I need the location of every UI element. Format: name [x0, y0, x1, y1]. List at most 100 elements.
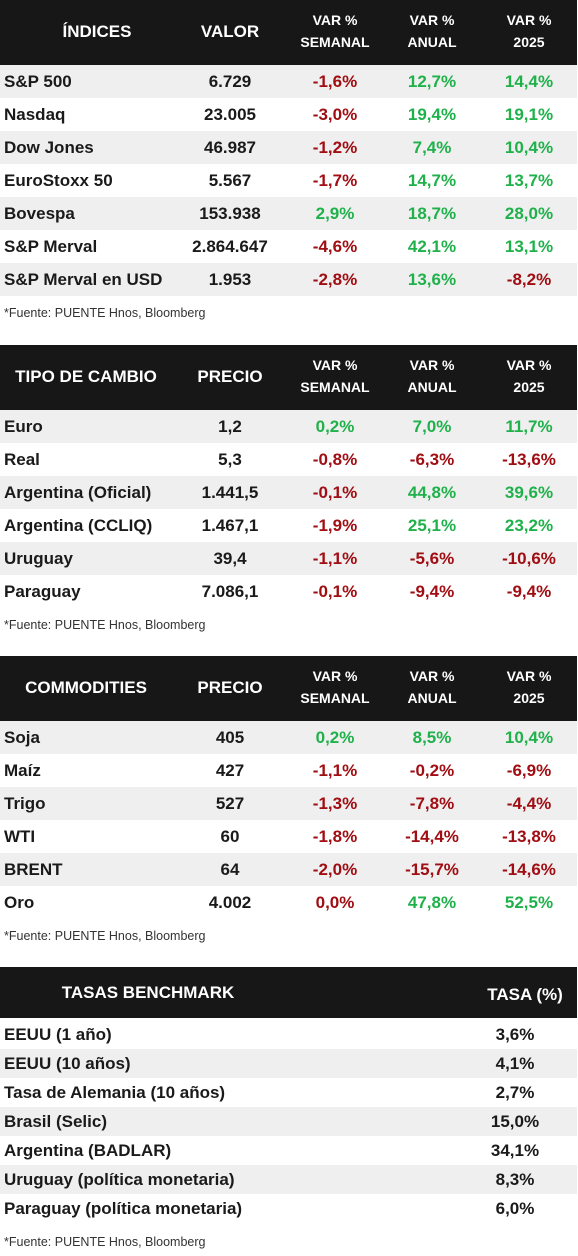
table-row: Oro 4.002 0,0% 47,8% 52,5%: [0, 886, 577, 919]
commodities-section: COMMODITIES PRECIO VAR % SEMANAL VAR % ANU…: [0, 656, 578, 949]
row-var-anual: 47,8%: [407, 893, 457, 912]
table-row: Soja 405 0,2% 8,5% 10,4%: [0, 721, 577, 754]
table-row: S&P Merval 2.864.647 -4,6% 42,1% 13,1%: [0, 230, 577, 263]
row-name: Oro: [4, 893, 35, 912]
row-var-anual: 13,6%: [407, 270, 457, 289]
header-semanal-label: SEMANAL: [300, 34, 370, 50]
row-var-anual: 19,4%: [407, 105, 457, 124]
row-var-2025: -9,4%: [506, 582, 552, 601]
row-name: BRENT: [4, 860, 63, 879]
row-name: Paraguay (política monetaria): [4, 1199, 243, 1218]
row-var-semanal: -1,1%: [312, 549, 358, 568]
row-name: Argentina (CCLIQ): [4, 516, 153, 535]
row-name: Real: [4, 450, 40, 469]
header-var-2025: VAR % 2025: [484, 665, 574, 709]
header-tasa: TASA (%): [487, 985, 563, 1004]
row-var-anual: -14,4%: [405, 827, 459, 846]
indices-section: ÍNDICES VALOR VAR % SEMANAL VAR % ANUAL VA…: [0, 0, 578, 326]
header-var-label: VAR %: [506, 357, 552, 373]
table-row: S&P 500 6.729 -1,6% 12,7% 14,4%: [0, 65, 577, 98]
source-note: *Fuente: PUENTE Hnos, Bloomberg: [4, 306, 206, 320]
row-var-anual: 12,7%: [407, 72, 457, 91]
header-precio: PRECIO: [197, 678, 263, 697]
row-var-2025: 23,2%: [504, 516, 554, 535]
header-var-label: VAR %: [506, 12, 552, 28]
row-var-semanal: -1,8%: [312, 827, 358, 846]
row-name: EuroStoxx 50: [4, 171, 113, 190]
row-name: Argentina (BADLAR): [4, 1141, 172, 1160]
header-var-label: VAR %: [409, 12, 455, 28]
row-var-2025: -6,9%: [506, 761, 552, 780]
row-rate: 4,1%: [495, 1054, 535, 1073]
row-var-anual: 18,7%: [407, 204, 457, 223]
table-row: Dow Jones 46.987 -1,2% 7,4% 10,4%: [0, 131, 577, 164]
header-var-label: VAR %: [312, 668, 358, 684]
row-var-2025: 10,4%: [504, 728, 554, 747]
header-var-2025: VAR % 2025: [484, 354, 574, 398]
row-name: Trigo: [4, 794, 46, 813]
table-row: Uruguay (política monetaria) 8,3%: [0, 1165, 577, 1194]
row-value: 405: [215, 728, 245, 747]
table-row: Maíz 427 -1,1% -0,2% -6,9%: [0, 754, 577, 787]
row-var-2025: -8,2%: [506, 270, 552, 289]
row-value: 153.938: [199, 204, 261, 223]
row-name: Euro: [4, 417, 43, 436]
table-row: Paraguay (política monetaria) 6,0%: [0, 1194, 577, 1223]
header-semanal-label: SEMANAL: [300, 379, 370, 395]
row-name: S&P Merval en USD: [4, 270, 163, 289]
row-var-semanal: 0,2%: [315, 417, 355, 436]
row-var-2025: -13,8%: [502, 827, 556, 846]
source-note: *Fuente: PUENTE Hnos, Bloomberg: [4, 618, 206, 632]
table-row: S&P Merval en USD 1.953 -2,8% 13,6% -8,2%: [0, 263, 577, 296]
row-var-anual: -9,4%: [409, 582, 455, 601]
row-var-anual: -5,6%: [409, 549, 455, 568]
row-var-2025: -10,6%: [502, 549, 556, 568]
table-row: Uruguay 39,4 -1,1% -5,6% -10,6%: [0, 542, 577, 575]
header-indices: ÍNDICES: [62, 22, 132, 41]
row-var-semanal: -0,1%: [312, 483, 358, 502]
header-var-label: VAR %: [312, 357, 358, 373]
rates-section: TASAS BENCHMARK TASA (%) EEUU (1 año) 3,6…: [0, 967, 578, 1255]
row-value: 1,2: [218, 417, 242, 436]
header-anual-label: ANUAL: [407, 690, 457, 706]
table-row: Real 5,3 -0,8% -6,3% -13,6%: [0, 443, 577, 476]
table-row: Argentina (BADLAR) 34,1%: [0, 1136, 577, 1165]
table-row: EuroStoxx 50 5.567 -1,7% 14,7% 13,7%: [0, 164, 577, 197]
header-var-semanal: VAR % SEMANAL: [290, 665, 380, 709]
table-row: WTI 60 -1,8% -14,4% -13,8%: [0, 820, 577, 853]
row-var-2025: 11,7%: [505, 417, 553, 436]
row-var-semanal: -0,8%: [312, 450, 358, 469]
row-var-2025: 52,5%: [504, 893, 554, 912]
row-value: 23.005: [204, 105, 256, 124]
header-semanal-label: SEMANAL: [300, 690, 370, 706]
row-var-semanal: -1,6%: [312, 72, 358, 91]
row-var-semanal: 0,0%: [315, 893, 355, 912]
row-var-anual: -6,3%: [409, 450, 455, 469]
row-value: 6.729: [208, 72, 252, 91]
row-var-semanal: -1,3%: [312, 794, 358, 813]
row-var-semanal: -1,7%: [312, 171, 358, 190]
header-2025-label: 2025: [513, 379, 545, 395]
table-row: BRENT 64 -2,0% -15,7% -14,6%: [0, 853, 577, 886]
row-name: EEUU (1 año): [4, 1025, 112, 1044]
header-anual-label: ANUAL: [407, 379, 457, 395]
row-name: Bovespa: [4, 204, 75, 223]
table-row: Trigo 527 -1,3% -7,8% -4,4%: [0, 787, 577, 820]
row-var-semanal: -2,0%: [312, 860, 358, 879]
row-rate: 2,7%: [495, 1083, 535, 1102]
row-var-anual: 25,1%: [407, 516, 457, 535]
row-var-2025: -4,4%: [506, 794, 552, 813]
row-name: Soja: [4, 728, 40, 747]
row-value: 1.953: [208, 270, 252, 289]
row-name: Brasil (Selic): [4, 1112, 107, 1131]
row-var-anual: -15,7%: [405, 860, 459, 879]
row-var-anual: -7,8%: [409, 794, 455, 813]
row-var-semanal: -0,1%: [312, 582, 358, 601]
header-var-anual: VAR % ANUAL: [387, 665, 477, 709]
row-var-2025: -14,6%: [502, 860, 556, 879]
table-row: Tasa de Alemania (10 años) 2,7%: [0, 1078, 577, 1107]
fx-section: TIPO DE CAMBIO PRECIO VAR % SEMANAL VAR %…: [0, 345, 578, 638]
table-row: Bovespa 153.938 2,9% 18,7% 28,0%: [0, 197, 577, 230]
fx-header: TIPO DE CAMBIO PRECIO VAR % SEMANAL VAR %…: [0, 345, 577, 410]
row-value: 5.567: [208, 171, 252, 190]
